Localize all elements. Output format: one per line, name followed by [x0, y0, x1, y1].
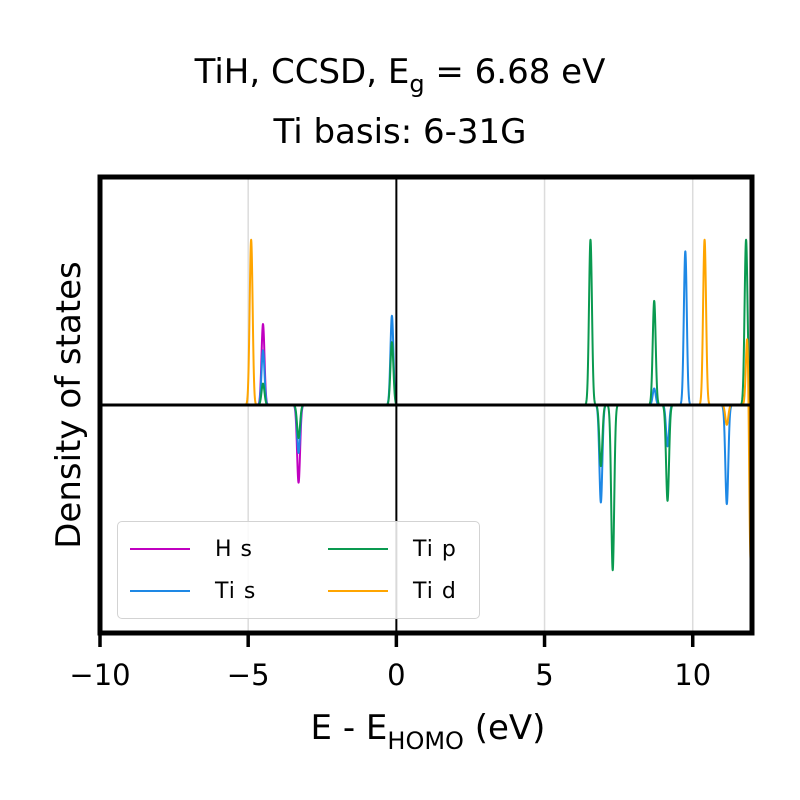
x-tick-label-0: −10 [69, 658, 131, 692]
legend-label-h-s: H s [215, 536, 253, 562]
y-axis-label: Density of states [49, 261, 89, 549]
legend-item-ti-d: Ti d [328, 576, 457, 606]
legend-swatch-h-s [130, 548, 190, 550]
legend-item-h-s: H s [130, 534, 253, 564]
plot-frame [97, 174, 755, 636]
series-line-ti-d [100, 238, 752, 562]
legend-label-ti-s: Ti s [215, 578, 257, 604]
legend-label-ti-p: Ti p [413, 536, 457, 562]
x-tick-label-2: 0 [387, 658, 406, 692]
legend-item-ti-p: Ti p [328, 534, 457, 564]
x-axis-label-unit: (eV) [463, 708, 546, 748]
x-tick-label-3: 5 [535, 658, 554, 692]
series-line-h-s [100, 323, 752, 484]
legend-swatch-ti-p [328, 548, 388, 550]
legend: H s Ti s Ti p Ti d [117, 521, 480, 619]
legend-swatch-ti-d [328, 590, 388, 592]
x-tick-label-4: 10 [674, 658, 712, 692]
x-tick-label-1: −5 [226, 658, 270, 692]
series-line-ti-s [100, 250, 752, 506]
chart-title-subscript: g [409, 70, 425, 98]
x-axis-label-subscript: HOMO [387, 727, 464, 755]
legend-label-ti-d: Ti d [413, 578, 457, 604]
x-axis-label: E - EHOMO (eV) [0, 708, 800, 755]
chart-title-main: TiH, CCSD, E [194, 52, 410, 92]
chart-title-value: = 6.68 eV [424, 52, 606, 92]
legend-item-ti-s: Ti s [130, 576, 256, 606]
chart-subtitle: Ti basis: 6-31G [273, 112, 527, 152]
chart-title: TiH, CCSD, Eg = 6.68 eV [0, 52, 800, 98]
x-axis-label-main: E - E [310, 708, 388, 748]
legend-swatch-ti-s [130, 590, 190, 592]
